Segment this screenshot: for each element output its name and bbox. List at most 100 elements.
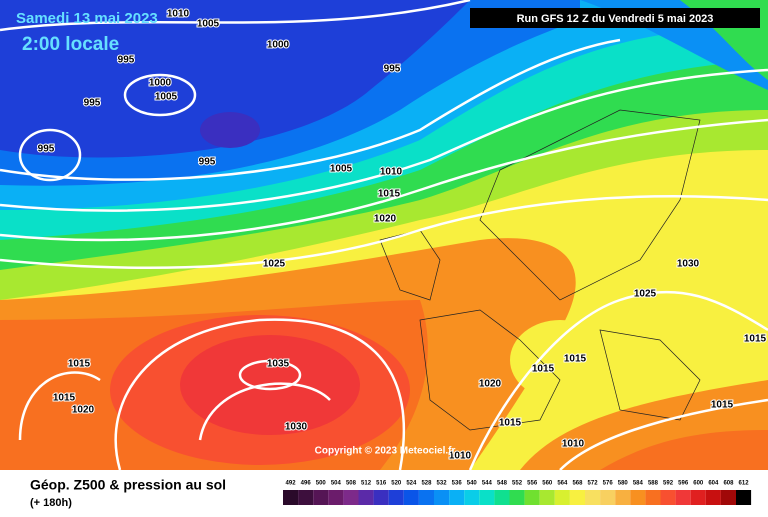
legend-label: 536 bbox=[452, 481, 463, 487]
isobar-label: 1025 bbox=[634, 289, 657, 300]
legend-swatch bbox=[418, 490, 434, 505]
legend-swatch bbox=[283, 490, 299, 505]
legend-label: 584 bbox=[633, 481, 644, 487]
legend-swatch bbox=[434, 490, 450, 505]
legend-swatch bbox=[615, 490, 631, 505]
isobar-label: 1015 bbox=[68, 359, 91, 370]
legend-label: 552 bbox=[512, 481, 523, 487]
legend-label: 508 bbox=[346, 481, 357, 487]
legend-label: 520 bbox=[391, 481, 402, 487]
legend-label: 612 bbox=[739, 481, 750, 487]
isobar-label: 1000 bbox=[267, 40, 290, 51]
legend-label: 544 bbox=[482, 481, 493, 487]
legend-label: 496 bbox=[301, 481, 312, 487]
legend-swatch bbox=[449, 490, 465, 505]
legend-label: 504 bbox=[331, 481, 342, 487]
lead-time: (+ 180h) bbox=[30, 497, 72, 509]
legend-swatch bbox=[645, 490, 661, 505]
copyright: Copyright © 2023 Meteociel.fr bbox=[315, 446, 456, 457]
isobar-label: 1005 bbox=[330, 164, 353, 175]
isobar-label: 1010 bbox=[449, 451, 472, 462]
legend-label: 560 bbox=[542, 481, 553, 487]
run-info: Run GFS 12 Z du Vendredi 5 mai 2023 bbox=[517, 13, 714, 25]
legend-swatch bbox=[554, 490, 570, 505]
legend-label: 568 bbox=[572, 481, 583, 487]
legend-label: 580 bbox=[618, 481, 629, 487]
legend-label: 548 bbox=[497, 481, 508, 487]
field bbox=[0, 0, 768, 471]
isobar-labels: 1010 1005 1000 995 995 1000 1005 995 995… bbox=[37, 8, 768, 463]
legend-label: 596 bbox=[678, 481, 689, 487]
run-box bbox=[470, 8, 760, 28]
legend-swatch bbox=[358, 490, 374, 505]
isobar-label: 1010 bbox=[167, 9, 190, 20]
isobar-label: 1010 bbox=[380, 167, 403, 178]
color-legend: 492 496 500 504 508 512 516 520 524 528 532 536 540 5… bbox=[283, 481, 752, 505]
legend-label: 500 bbox=[316, 481, 327, 487]
legend-swatch bbox=[690, 490, 706, 505]
isobar-label: 1015 bbox=[711, 400, 734, 411]
legend-swatch bbox=[569, 490, 585, 505]
isobar-label: 995 bbox=[118, 55, 135, 66]
isobar-label: 1015 bbox=[499, 418, 522, 429]
isobar-label: 1015 bbox=[744, 334, 767, 345]
legend-label: 528 bbox=[421, 481, 432, 487]
legend-swatch bbox=[479, 490, 495, 505]
isobar-label: 1000 bbox=[149, 78, 172, 89]
isobar-label: 1005 bbox=[155, 92, 178, 103]
legend-label: 604 bbox=[708, 481, 719, 487]
isobar-label: 1010 bbox=[562, 439, 585, 450]
legend-swatch bbox=[675, 490, 691, 505]
isobar-label: 1015 bbox=[53, 393, 76, 404]
isobar-label: 1020 bbox=[72, 405, 95, 416]
legend-label: 564 bbox=[557, 481, 568, 487]
legend-swatch bbox=[373, 490, 389, 505]
legend-swatch bbox=[388, 490, 404, 505]
legend-swatch bbox=[705, 490, 721, 505]
legend-label: 588 bbox=[648, 481, 659, 487]
legend-label: 492 bbox=[286, 481, 297, 487]
isobar-label: 1015 bbox=[532, 364, 555, 375]
legend-label: 532 bbox=[437, 481, 448, 487]
product-title: Géop. Z500 & pression au sol bbox=[30, 477, 226, 493]
legend-swatch bbox=[298, 490, 314, 505]
legend-label: 600 bbox=[693, 481, 704, 487]
legend-swatch bbox=[539, 490, 555, 505]
legend-label: 608 bbox=[723, 481, 734, 487]
isobar-label: 995 bbox=[199, 157, 216, 168]
legend-label: 512 bbox=[361, 481, 372, 487]
legend-swatch bbox=[328, 490, 344, 505]
local-time: 2:00 locale bbox=[22, 34, 119, 55]
isobar-label: 1025 bbox=[263, 259, 286, 270]
legend-swatch bbox=[343, 490, 359, 505]
legend-label: 592 bbox=[663, 481, 674, 487]
isobar-label: 1030 bbox=[677, 259, 700, 270]
isobar-label: 1015 bbox=[564, 354, 587, 365]
isobar-label: 1020 bbox=[479, 379, 502, 390]
legend-label: 556 bbox=[527, 481, 538, 487]
legend-label: 524 bbox=[406, 481, 417, 487]
legend-swatch bbox=[403, 490, 419, 505]
isobar-label: 995 bbox=[38, 144, 55, 155]
legend-swatch bbox=[600, 490, 616, 505]
isobar-label: 1020 bbox=[374, 214, 397, 225]
legend-swatch bbox=[736, 490, 752, 505]
legend-swatch bbox=[313, 490, 329, 505]
legend-swatch bbox=[585, 490, 601, 505]
isobar-label: 1035 bbox=[267, 359, 290, 370]
isobar-label: 1005 bbox=[197, 19, 220, 30]
legend-swatch bbox=[630, 490, 646, 505]
legend-label: 540 bbox=[467, 481, 478, 487]
isobar-label: 995 bbox=[384, 64, 401, 75]
date: Samedi 13 mai 2023 bbox=[16, 10, 158, 27]
legend-label: 516 bbox=[376, 481, 387, 487]
legend-swatch bbox=[720, 490, 736, 505]
legend-label: 572 bbox=[588, 481, 599, 487]
legend-swatch bbox=[464, 490, 480, 505]
isobar-label: 995 bbox=[84, 98, 101, 109]
legend-swatch bbox=[660, 490, 676, 505]
isobar-label: 1030 bbox=[285, 422, 308, 433]
legend-swatch bbox=[509, 490, 525, 505]
isobar-label: 1015 bbox=[378, 189, 401, 200]
